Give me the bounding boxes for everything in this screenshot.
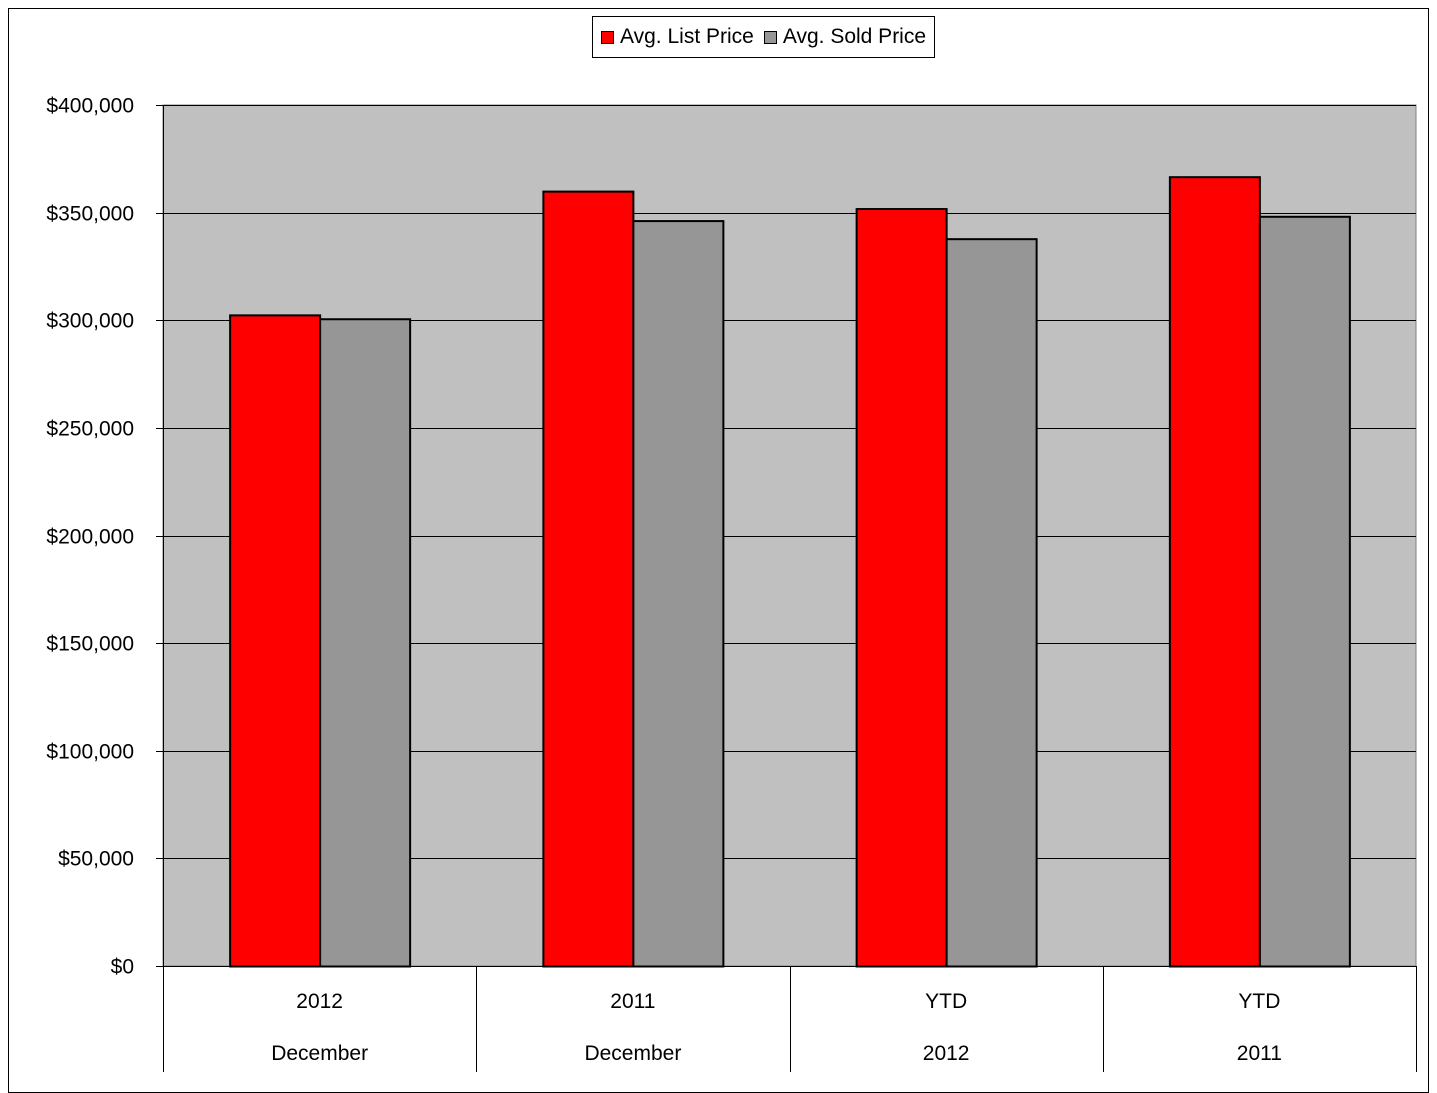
x-tick-label-row2: December xyxy=(584,1042,681,1065)
x-tick-label-row2: December xyxy=(271,1042,368,1065)
y-tick-label: $200,000 xyxy=(46,526,134,549)
x-tick-label-row2: 2011 xyxy=(1237,1042,1282,1065)
bar xyxy=(542,190,635,968)
legend-swatch-list-price xyxy=(601,30,614,44)
bar xyxy=(945,238,1038,968)
bar xyxy=(1168,176,1261,968)
y-tick-label: $50,000 xyxy=(58,848,134,871)
legend-item-list-price: Avg. List Price xyxy=(601,25,754,49)
y-tick-label: $150,000 xyxy=(46,633,134,656)
y-tick-label: $0 xyxy=(111,956,134,979)
bar xyxy=(632,220,725,968)
legend-item-sold-price: Avg. Sold Price xyxy=(763,25,927,49)
y-tick-label: $250,000 xyxy=(46,418,134,441)
x-tick-label-row1: 2012 xyxy=(296,990,343,1013)
bar xyxy=(1258,215,1351,968)
bar xyxy=(229,314,322,968)
x-tick-label-row1: YTD xyxy=(925,990,967,1013)
y-tick-label: $100,000 xyxy=(46,741,134,764)
x-tick-label-row1: 2011 xyxy=(610,990,655,1013)
x-tick-label-row1: YTD xyxy=(1238,990,1280,1013)
y-tick-label: $300,000 xyxy=(46,310,134,333)
legend-label-sold-price: Avg. Sold Price xyxy=(782,25,927,48)
legend-label-list-price: Avg. List Price xyxy=(620,25,754,48)
chart-legend: Avg. List Price Avg. Sold Price xyxy=(592,16,936,58)
y-tick-label: $350,000 xyxy=(46,203,134,226)
bar xyxy=(319,318,412,968)
y-tick-label: $400,000 xyxy=(46,95,134,118)
legend-swatch-sold-price xyxy=(763,30,777,44)
x-tick-label-row2: 2012 xyxy=(923,1042,970,1065)
bar xyxy=(855,208,948,968)
